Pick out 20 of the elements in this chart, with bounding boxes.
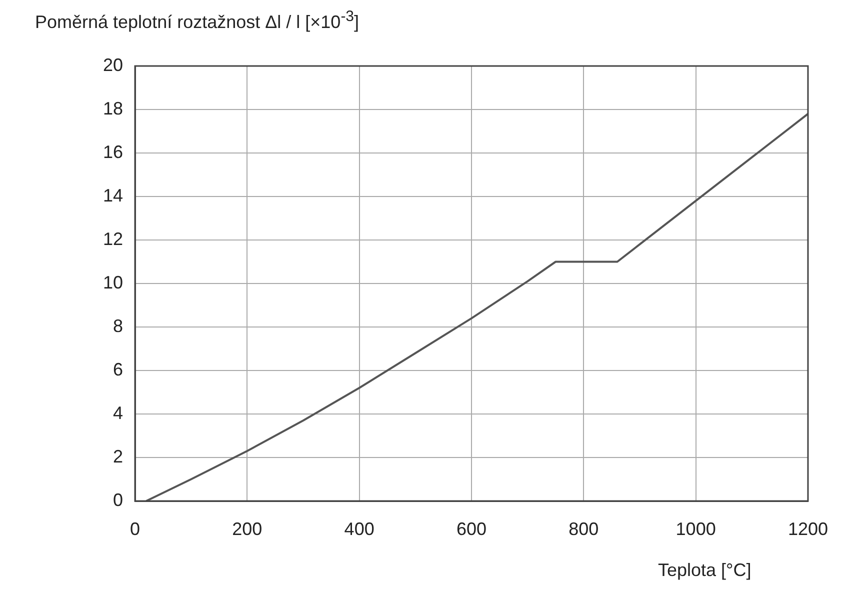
x-tick-label: 200 [232, 518, 262, 539]
y-tick-label: 16 [102, 142, 123, 162]
y-tick-label: 10 [102, 272, 123, 292]
y-tick-label: 8 [112, 316, 123, 336]
y-tick-label: 6 [112, 359, 123, 380]
x-axis-title: Teplota [°C] [658, 560, 752, 581]
y-tick-label: 20 [102, 54, 123, 75]
x-tick-label: 1000 [676, 518, 716, 539]
y-tick-label: 0 [112, 490, 123, 510]
y-tick-label: 14 [102, 185, 123, 206]
y-tick-label: 2 [112, 446, 123, 466]
x-tick-label: 0 [130, 518, 140, 539]
x-tick-label: 800 [568, 518, 599, 539]
y-tick-label: 18 [102, 98, 123, 118]
x-tick-label: 400 [344, 518, 374, 539]
x-tick-label: 600 [456, 518, 487, 539]
y-tick-label: 4 [112, 402, 123, 423]
y-axis-title: Poměrná teplotní roztažnost Δl / l [×10$^{-3}$] [35, 8, 360, 33]
x-tick-label: 1200 [788, 518, 828, 539]
y-tick-label: 12 [102, 228, 123, 249]
